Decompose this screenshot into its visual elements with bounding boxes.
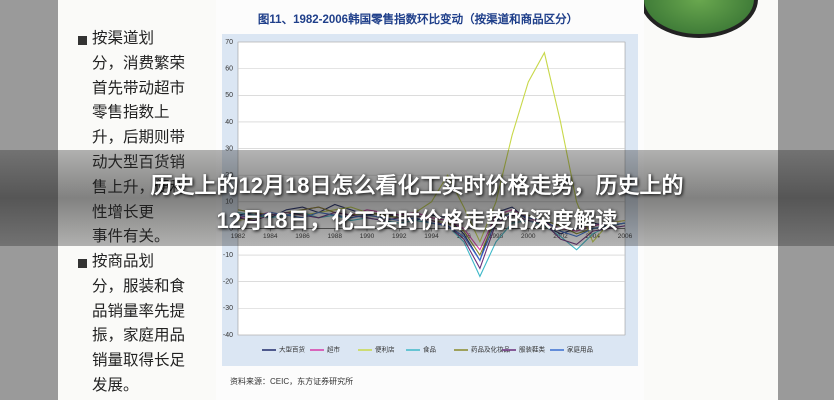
- y-tick-label: 30: [225, 145, 233, 152]
- overlay-title: 12月18日，化工实时价格走势的深度解读: [216, 208, 618, 233]
- legend-label: 食品: [423, 345, 436, 354]
- y-tick-label: -30: [223, 305, 233, 312]
- y-tick-label: 50: [225, 92, 233, 99]
- text-line: 首先带动超市: [92, 78, 186, 97]
- y-tick-label: -10: [223, 252, 233, 259]
- y-tick-label: -20: [223, 279, 233, 286]
- text-line: 分，服装和食: [92, 276, 186, 295]
- text-line: 零售指数上: [92, 103, 170, 122]
- y-tick-label: 60: [225, 65, 233, 72]
- text-line: 分，消费繁荣: [92, 53, 186, 72]
- legend-label: 药品及化妆品: [471, 345, 510, 354]
- text-line: 振，家庭用品: [92, 326, 186, 345]
- text-line: 销量取得长足: [92, 351, 186, 370]
- paragraph: 按商品划分，服装和食 品销量率先提 振，家庭用品 销量取得长足 发展。: [92, 249, 185, 398]
- overlay-title: 历史上的12月18日怎么看化工实时价格走势，历史上的: [150, 173, 684, 198]
- text-line: 升，后期则带: [92, 128, 186, 147]
- legend-label: 超市: [327, 345, 341, 354]
- text-line: 按渠道划: [92, 29, 155, 47]
- text-line: 品销量率先提: [92, 301, 186, 320]
- source: 资料来源：CEIC，东方证券研究所: [230, 376, 353, 386]
- y-tick-label: 70: [225, 39, 233, 46]
- text-line: 发展。: [92, 375, 139, 394]
- y-tick-label: 40: [225, 119, 233, 126]
- chart-title: 图11、1982-2006韩国零售指数环比变动（按渠道和商品区分）: [258, 12, 578, 26]
- y-tick-label: -40: [223, 332, 233, 339]
- bullet: [78, 36, 87, 45]
- bullet: [78, 259, 87, 268]
- text-line: 按商品划: [92, 252, 155, 270]
- legend-label: 大型百货: [279, 345, 306, 354]
- legend-label: 服装鞋类: [519, 345, 546, 354]
- legend-label: 便利店: [375, 345, 395, 354]
- title-band: [0, 150, 834, 246]
- legend-label: 家庭用品: [567, 345, 593, 354]
